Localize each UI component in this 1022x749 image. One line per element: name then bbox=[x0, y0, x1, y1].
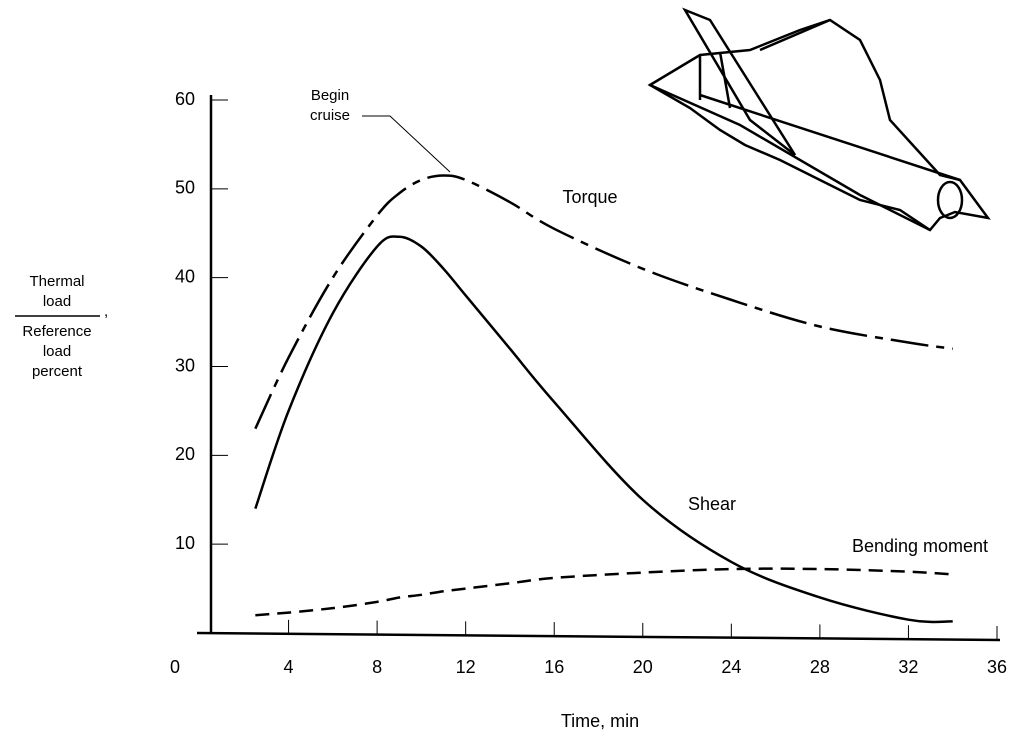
x-tick-label: 12 bbox=[456, 657, 476, 677]
y-tick-label: 10 bbox=[175, 533, 195, 553]
x-tick-label: 16 bbox=[544, 657, 564, 677]
x-tick-label: 36 bbox=[987, 657, 1007, 677]
y-label-line: Thermal bbox=[29, 273, 84, 290]
annotation-line: Begin bbox=[311, 87, 349, 104]
x-tick-label: 8 bbox=[372, 657, 382, 677]
y-tick-label: 20 bbox=[175, 444, 195, 464]
y-label-line: load bbox=[43, 293, 71, 310]
annotation-line: cruise bbox=[310, 107, 350, 124]
x-tick-label: 0 bbox=[170, 657, 180, 677]
x-tick-label: 24 bbox=[721, 657, 741, 677]
x-axis bbox=[196, 631, 1001, 642]
series-label: Torque bbox=[562, 187, 617, 207]
series-label: Shear bbox=[688, 494, 736, 514]
y-label-line: percent bbox=[32, 363, 83, 380]
y-label-line: load bbox=[43, 343, 71, 360]
y-tick-label: 60 bbox=[175, 89, 195, 109]
series-label: Bending moment bbox=[852, 536, 988, 556]
x-tick-label: 4 bbox=[284, 657, 294, 677]
y-tick-label: 40 bbox=[175, 266, 195, 286]
series-line bbox=[254, 174, 953, 430]
y-axis-title: Thermal load , Reference load percent bbox=[15, 273, 108, 380]
y-tick-label: 50 bbox=[175, 178, 195, 198]
x-tick-label: 32 bbox=[898, 657, 918, 677]
y-label-line: Reference bbox=[22, 323, 91, 340]
x-tick-label: 28 bbox=[810, 657, 830, 677]
x-tick-label: 20 bbox=[633, 657, 653, 677]
annotation-leader bbox=[362, 115, 451, 173]
x-axis-title: Time, min bbox=[561, 711, 639, 731]
series-line bbox=[254, 235, 953, 624]
y-tick-label: 30 bbox=[175, 355, 195, 375]
aircraft-illustration bbox=[647, 7, 991, 232]
series-line bbox=[255, 567, 953, 617]
y-label-mark: , bbox=[104, 303, 108, 320]
